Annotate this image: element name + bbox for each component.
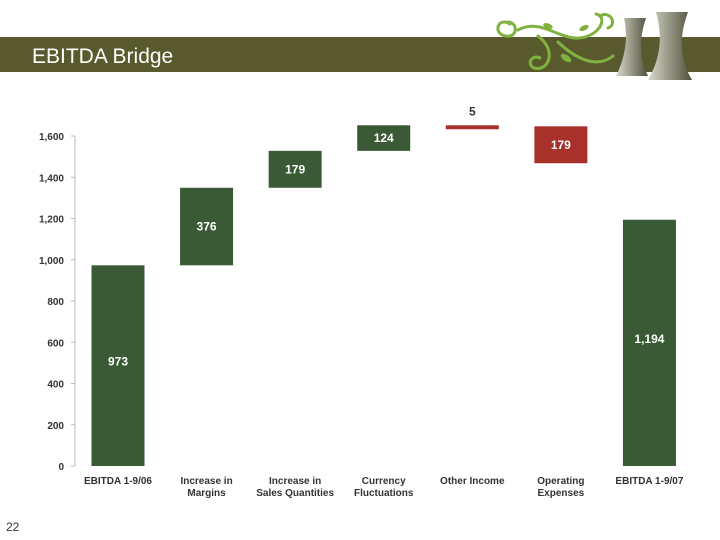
title-bar bbox=[0, 37, 720, 72]
page-number: 22 bbox=[6, 520, 20, 534]
bar-decrease bbox=[445, 125, 499, 130]
x-category-label: Sales Quantities bbox=[256, 488, 334, 499]
bar-value-label: 5 bbox=[469, 104, 476, 118]
slide-title: EBITDA Bridge bbox=[32, 45, 174, 68]
bar-value-label: 376 bbox=[197, 220, 217, 234]
x-category-label: Operating bbox=[537, 476, 584, 487]
x-category-label: Fluctuations bbox=[354, 488, 414, 499]
bar-value-label: 179 bbox=[285, 162, 305, 176]
bar-series: 973 376 179 124 5 179 1,194 bbox=[91, 104, 676, 466]
x-category-label: Increase in bbox=[269, 476, 321, 487]
x-category-label: EBITDA 1-9/06 bbox=[84, 476, 152, 487]
x-category-label: Currency bbox=[362, 476, 406, 487]
bar-value-label: 1,194 bbox=[634, 332, 664, 346]
bar-decrease bbox=[534, 126, 588, 164]
y-tick-label: 1,600 bbox=[39, 132, 64, 143]
bar-total bbox=[91, 265, 145, 466]
bar-value-label: 179 bbox=[551, 138, 571, 152]
x-category-label: EBITDA 1-9/07 bbox=[615, 476, 683, 487]
y-tick-label: 400 bbox=[47, 380, 64, 391]
bar-value-label: 973 bbox=[108, 355, 128, 369]
bar-increase bbox=[180, 187, 234, 266]
y-tick-label: 1,400 bbox=[39, 173, 64, 184]
bar-increase bbox=[357, 125, 411, 151]
x-category-label: Other Income bbox=[440, 476, 505, 487]
y-tick-label: 200 bbox=[47, 421, 64, 432]
x-category-label: Expenses bbox=[538, 488, 585, 499]
y-tick-label: 800 bbox=[47, 297, 64, 308]
y-tick-label: 0 bbox=[58, 462, 64, 473]
y-tick-label: 1,200 bbox=[39, 215, 64, 226]
y-tick-label: 1,000 bbox=[39, 256, 64, 267]
bar-value-label: 124 bbox=[374, 131, 394, 145]
y-tick-label: 600 bbox=[47, 338, 64, 349]
x-category-label: Increase in bbox=[180, 476, 232, 487]
y-axis: 0 200 400 600 800 1,000 1,200 1,400 1,600 bbox=[39, 132, 76, 473]
swirl-leaf-and-cooling-towers-logo bbox=[496, 12, 692, 80]
x-axis-labels: EBITDA 1-9/06 Increase inMarginsIncrease … bbox=[84, 476, 684, 499]
x-category-label: Margins bbox=[187, 488, 226, 499]
bar-total bbox=[622, 219, 676, 466]
bar-increase bbox=[268, 150, 322, 188]
